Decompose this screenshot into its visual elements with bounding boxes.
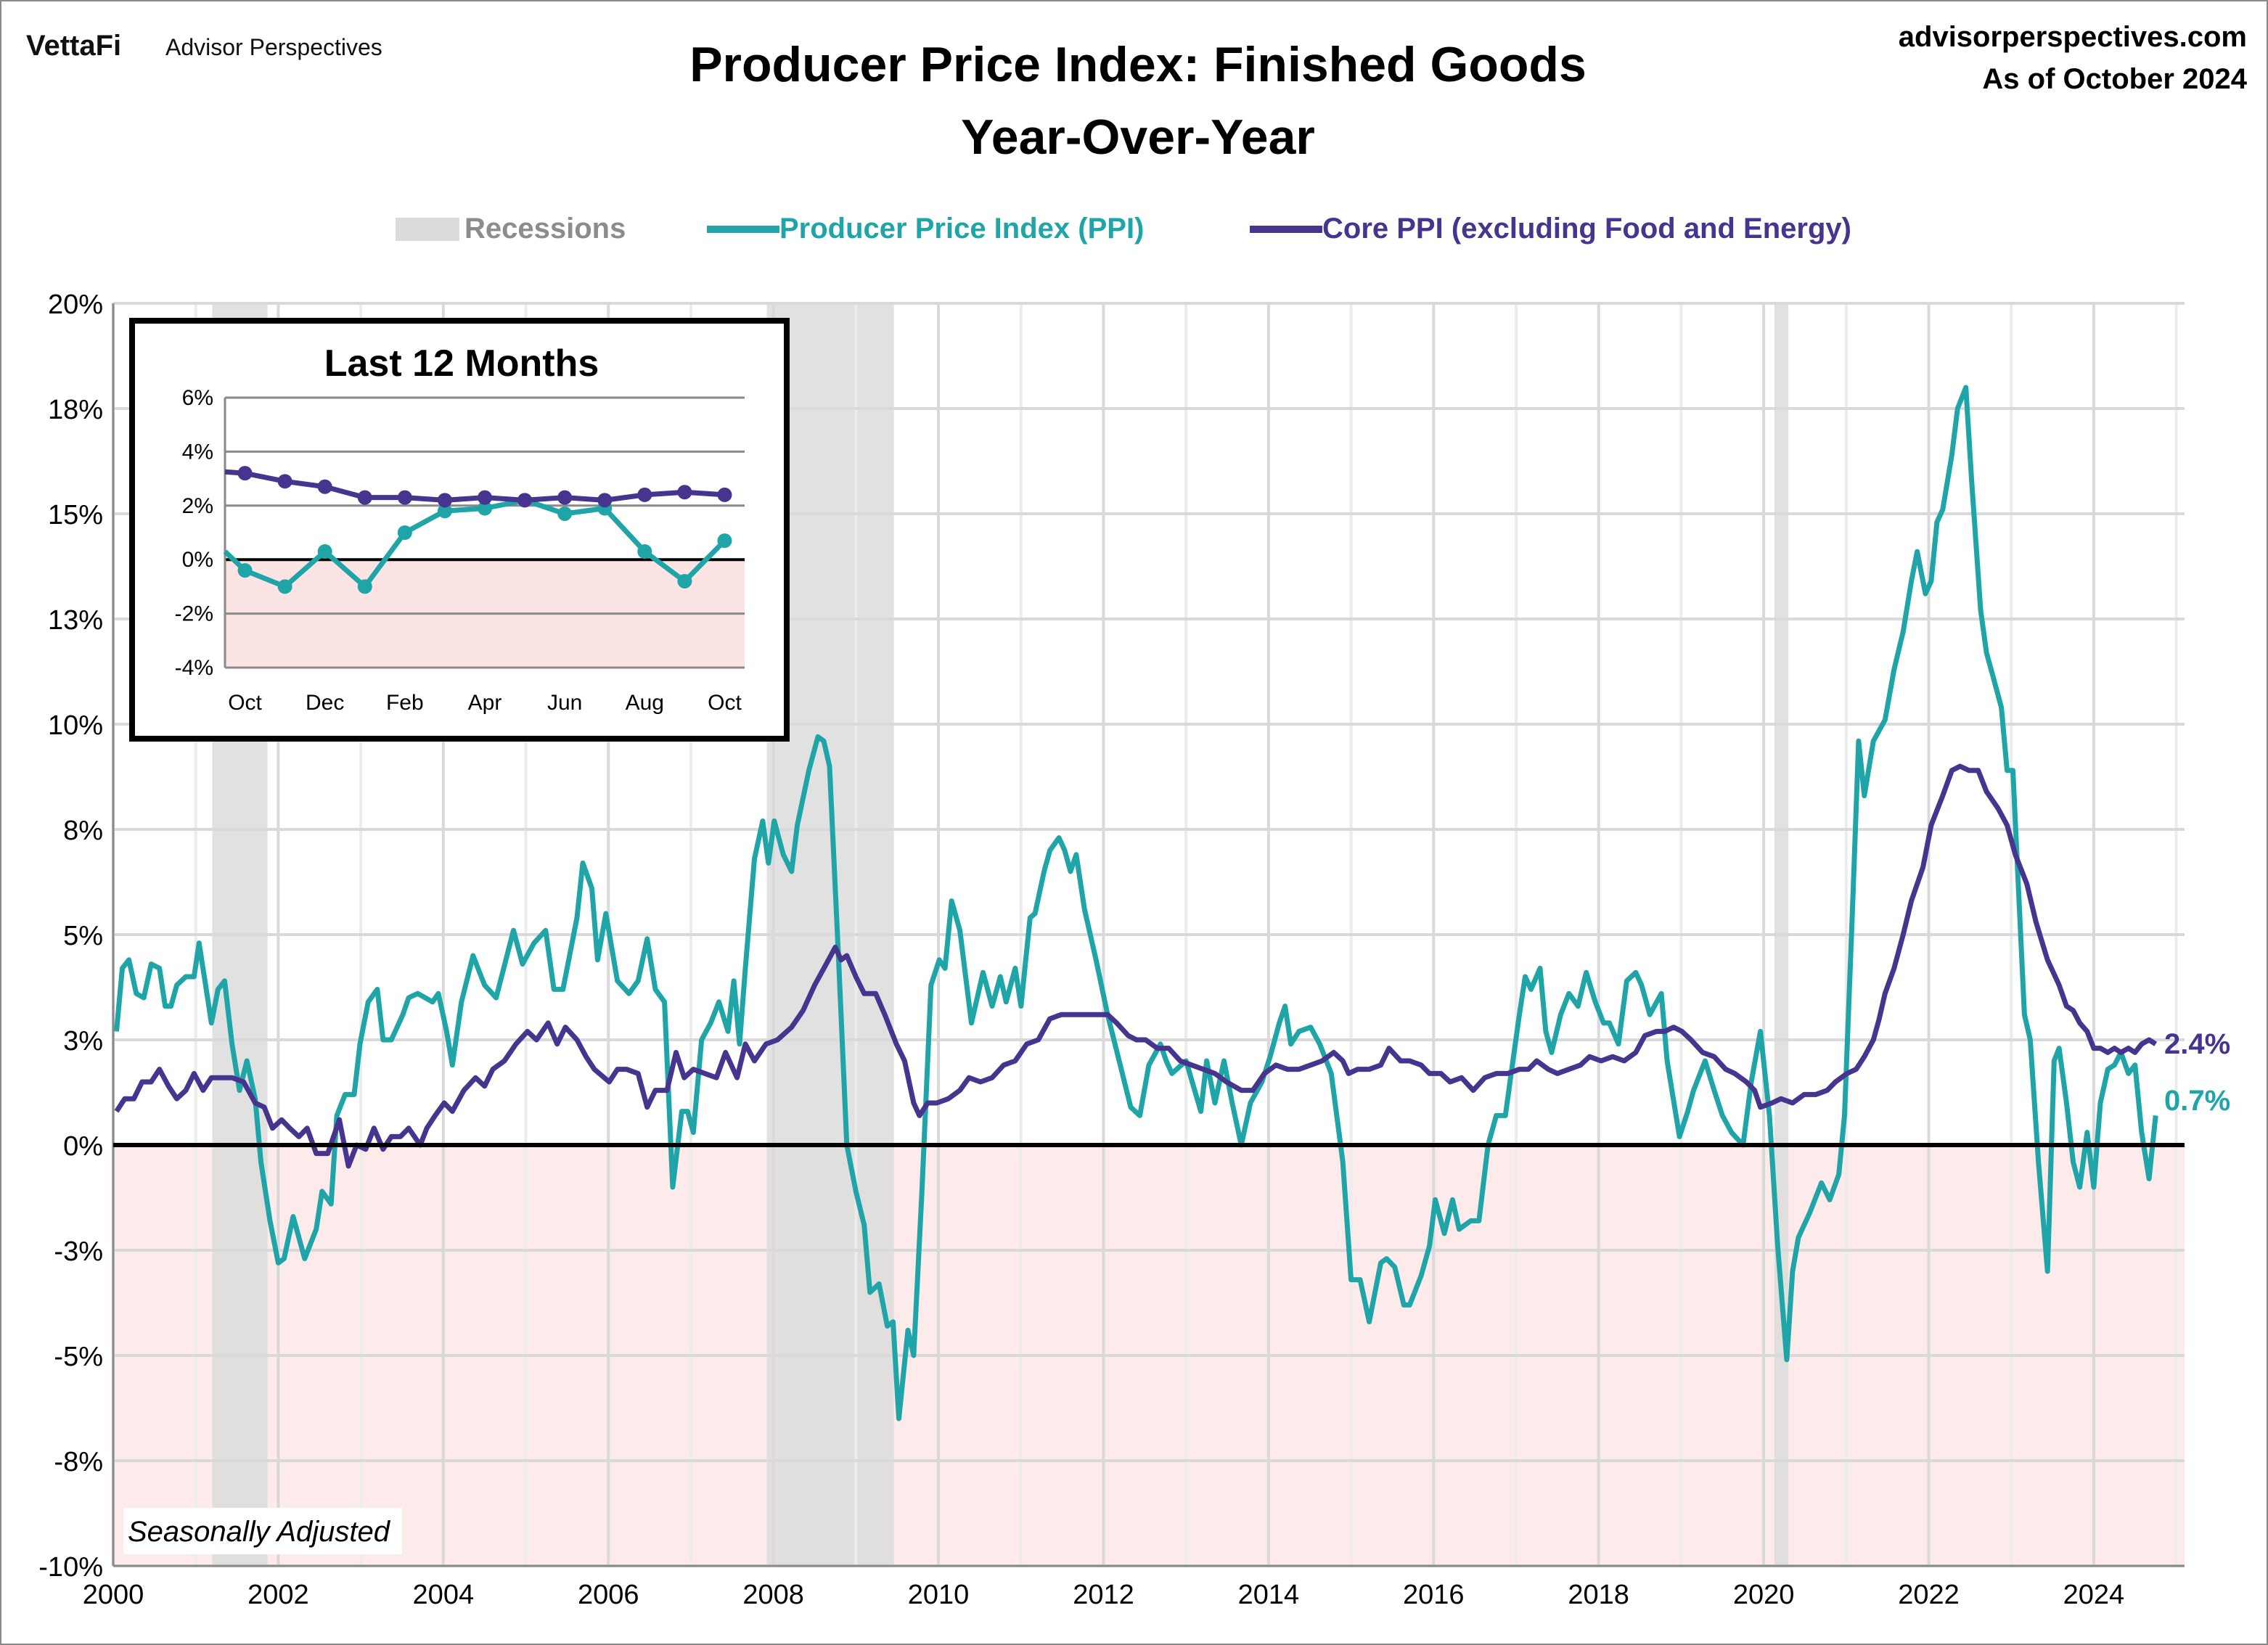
x-tick-label: 2002 bbox=[247, 1580, 309, 1610]
x-tick-label: 2012 bbox=[1073, 1580, 1134, 1610]
x-tick-label: 2008 bbox=[742, 1580, 804, 1610]
inset-core-point bbox=[277, 474, 292, 489]
inset-core-point bbox=[517, 493, 533, 508]
inset-core-point bbox=[557, 490, 573, 505]
ppi-end-label: 0.7% bbox=[2164, 1085, 2230, 1117]
chart-subtitle: Year-Over-Year bbox=[961, 110, 1315, 165]
inset-y-tick-label: -2% bbox=[175, 602, 213, 626]
inset-ppi-point bbox=[277, 579, 292, 594]
axes: 20% 18% 15% 13% 10% 8% 5% 3% 0% -3% -5% -8% -10%2000… bbox=[38, 290, 2185, 1610]
inset-plot-area: 6% 4% 2% 0% -2% -4% Oct Dec Feb Apr Jun Aug Oct bbox=[175, 386, 745, 715]
inset-ppi-point bbox=[557, 506, 573, 521]
y-tick-label: -3% bbox=[54, 1236, 103, 1267]
series-lines bbox=[114, 385, 2158, 1422]
y-tick-label: 20% bbox=[48, 290, 103, 320]
y-tick-label: -5% bbox=[54, 1342, 103, 1372]
inset-title: Last 12 Months bbox=[324, 342, 599, 385]
inset-core-point bbox=[237, 466, 253, 481]
inset-y-tick-label: 2% bbox=[182, 494, 213, 518]
inset-ppi-point bbox=[637, 544, 652, 559]
inset-x-tick-label: Apr bbox=[468, 691, 502, 715]
inset-ppi-point bbox=[717, 533, 732, 549]
legend-core-label: Core PPI (excluding Food and Energy) bbox=[1322, 213, 1851, 245]
inset-core-point bbox=[357, 490, 372, 505]
brand-name: Advisor Perspectives bbox=[165, 34, 382, 60]
inset-core-point bbox=[677, 485, 692, 500]
x-tick-label: 2020 bbox=[1733, 1580, 1795, 1610]
inset-core-point bbox=[637, 487, 652, 502]
chart-title: Producer Price Index: Finished Goods bbox=[689, 37, 1587, 92]
y-tick-label: 8% bbox=[63, 816, 103, 846]
inset-x-tick-label: Jun bbox=[547, 691, 582, 715]
inset-core-point bbox=[717, 487, 732, 502]
core-end-label: 2.4% bbox=[2164, 1028, 2230, 1060]
legend-ppi-label: Producer Price Index (PPI) bbox=[779, 213, 1144, 245]
x-tick-label: 2010 bbox=[908, 1580, 970, 1610]
as-of-date: As of October 2024 bbox=[1982, 63, 2247, 95]
x-tick-label: 2006 bbox=[578, 1580, 639, 1610]
y-tick-label: -10% bbox=[38, 1552, 103, 1583]
inset-x-tick-label: Aug bbox=[626, 691, 664, 715]
y-tick-label: 18% bbox=[48, 395, 103, 425]
inset-ppi-point bbox=[357, 579, 372, 594]
inset-frame bbox=[129, 318, 790, 742]
legend-recessions-label: Recessions bbox=[464, 213, 626, 245]
y-tick-label: 0% bbox=[63, 1131, 103, 1162]
y-tick-label: 13% bbox=[48, 605, 103, 636]
inset-x-tick-label: Oct bbox=[228, 691, 262, 715]
inset-ppi-point bbox=[237, 563, 253, 578]
x-tick-label: 2018 bbox=[1568, 1580, 1629, 1610]
inset-core-point bbox=[478, 490, 492, 505]
core-line bbox=[114, 763, 2158, 1169]
y-tick-label: 15% bbox=[48, 500, 103, 530]
inset-ppi-line bbox=[223, 497, 726, 591]
inset-ppi-point bbox=[677, 573, 692, 588]
inset-y-tick-label: -4% bbox=[175, 656, 213, 680]
site-url: advisorperspectives.com bbox=[1899, 21, 2247, 53]
inset-core-point bbox=[397, 490, 412, 505]
inset-y-tick-label: 0% bbox=[182, 548, 213, 572]
inset-core-point bbox=[317, 479, 332, 494]
x-tick-label: 2024 bbox=[2063, 1580, 2125, 1610]
inset-x-tick-label: Oct bbox=[708, 691, 742, 715]
legend-recessions-swatch bbox=[396, 218, 459, 241]
x-tick-label: 2000 bbox=[83, 1580, 144, 1610]
legend: Recessions Producer Price Index (PPI) Co… bbox=[396, 213, 1851, 245]
vettafi-logo: VettaFi bbox=[26, 30, 121, 62]
inset-x-tick-label: Feb bbox=[386, 691, 424, 715]
inset-ppi-point bbox=[478, 501, 492, 516]
inset-chart: Last 12 Months 6% 4% 2% 0% -2% -4% Oct Dec Feb Ap… bbox=[129, 318, 790, 742]
x-tick-label: 2016 bbox=[1403, 1580, 1465, 1610]
inset-y-tick-label: 4% bbox=[182, 440, 213, 464]
x-tick-label: 2014 bbox=[1238, 1580, 1300, 1610]
y-tick-label: 5% bbox=[63, 921, 103, 951]
x-tick-label: 2004 bbox=[413, 1580, 475, 1610]
y-tick-label: 10% bbox=[48, 710, 103, 741]
seasonally-adjusted-note: Seasonally Adjusted bbox=[128, 1516, 391, 1548]
inset-core-point bbox=[437, 493, 452, 508]
inset-ppi-point bbox=[317, 544, 332, 559]
inset-x-tick-label: Dec bbox=[306, 691, 344, 715]
inset-y-tick-label: 6% bbox=[182, 386, 213, 410]
inset-core-point bbox=[597, 493, 613, 508]
note-background bbox=[123, 1508, 402, 1554]
x-tick-label: 2022 bbox=[1898, 1580, 1960, 1610]
y-tick-label: -8% bbox=[54, 1447, 103, 1477]
y-tick-label: 3% bbox=[63, 1026, 103, 1057]
inset-ppi-point bbox=[397, 525, 412, 540]
inset-ppi-point bbox=[437, 504, 452, 519]
ppi-line bbox=[114, 385, 2158, 1422]
